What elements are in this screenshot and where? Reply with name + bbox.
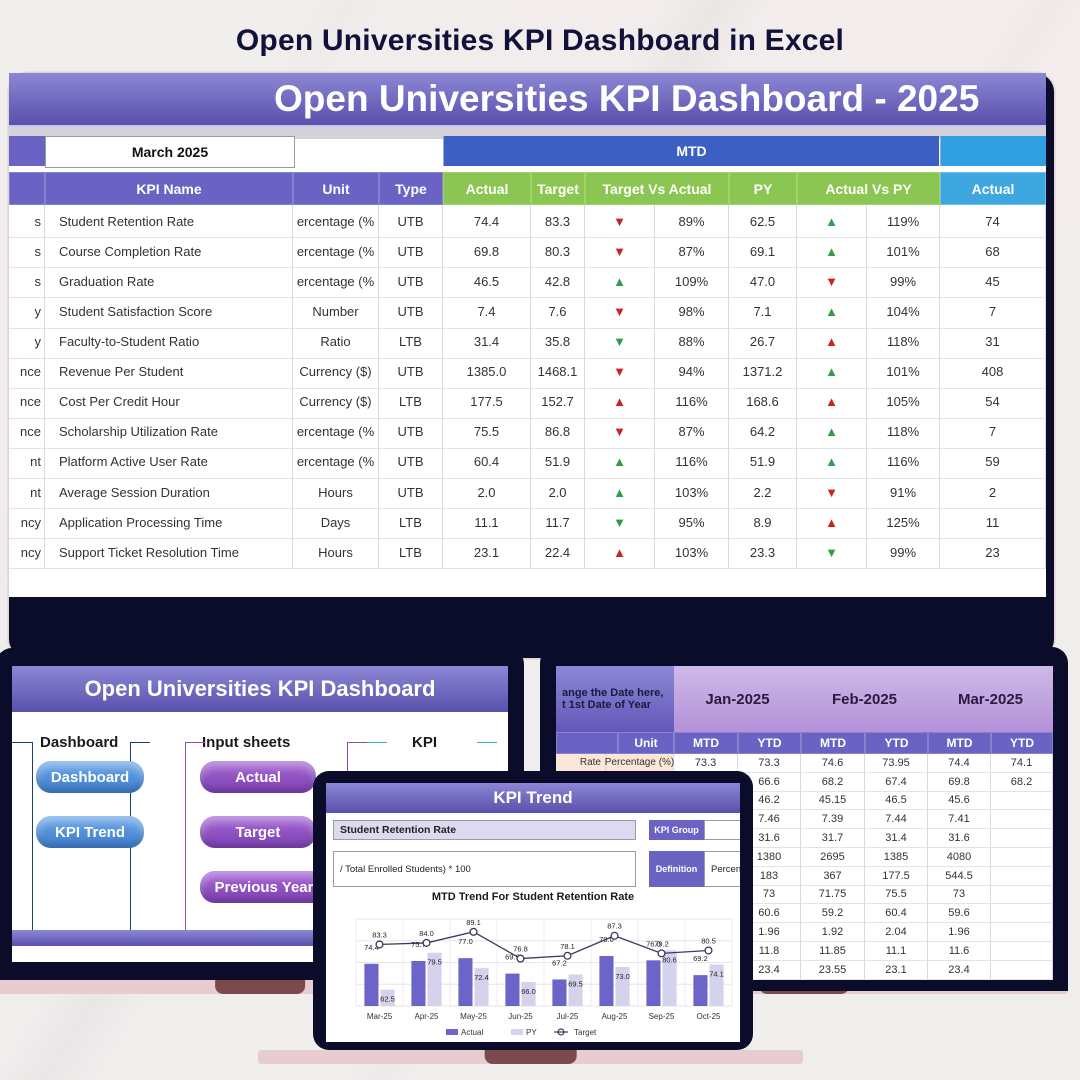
svg-text:Jun-25: Jun-25 [508,1012,533,1021]
svg-text:78.1: 78.1 [560,942,575,951]
svg-text:67.2: 67.2 [552,958,567,967]
svg-text:Sep-25: Sep-25 [649,1012,675,1021]
svg-text:69.5: 69.5 [568,979,583,988]
svg-text:80.6: 80.6 [662,955,677,964]
svg-text:79.5: 79.5 [427,958,442,967]
svg-text:Oct-25: Oct-25 [696,1012,721,1021]
svg-text:77.0: 77.0 [458,937,473,946]
svg-text:Mar-25: Mar-25 [367,1012,393,1021]
svg-text:Target: Target [574,1028,597,1037]
svg-text:PY: PY [526,1028,537,1037]
svg-text:66.0: 66.0 [521,987,536,996]
svg-text:May-25: May-25 [460,1012,487,1021]
svg-text:79.2: 79.2 [654,939,669,948]
svg-text:Aug-25: Aug-25 [602,1012,628,1021]
svg-text:Jul-25: Jul-25 [557,1012,579,1021]
svg-text:Actual: Actual [461,1028,483,1037]
svg-text:76.8: 76.8 [513,945,528,954]
svg-text:69.2: 69.2 [693,954,708,963]
svg-text:74.1: 74.1 [709,969,724,978]
svg-text:83.3: 83.3 [372,930,387,939]
svg-text:Apr-25: Apr-25 [414,1012,439,1021]
svg-text:72.4: 72.4 [474,973,489,982]
svg-text:73.0: 73.0 [615,972,630,981]
svg-text:62.5: 62.5 [380,995,395,1004]
svg-text:80.5: 80.5 [701,937,716,946]
svg-text:84.0: 84.0 [419,929,434,938]
svg-text:89.1: 89.1 [466,918,481,927]
svg-text:87.3: 87.3 [607,922,622,931]
